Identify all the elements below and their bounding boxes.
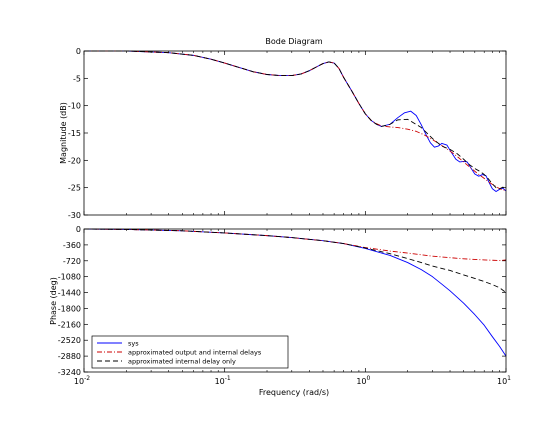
plot-layer: 0 -5 -10 -15 -20 -25 -30 10-2 10-1 100 101 0 -360 -72… xyxy=(58,47,511,386)
magnitude-y-tick-label: 0 xyxy=(76,47,81,56)
phase-y-tick-label: -1080 xyxy=(58,273,81,282)
magnitude-y-tick-label: -15 xyxy=(68,129,81,138)
x-tick-label: 10-1 xyxy=(215,375,231,386)
magnitude-y-tick-label: -30 xyxy=(68,211,81,220)
phase-y-tick-label: -720 xyxy=(63,257,81,266)
legend-entry: approximated internal delay only xyxy=(128,358,236,366)
phase-y-tick-label: -1800 xyxy=(58,304,81,313)
phase-y-tick-label: -2520 xyxy=(58,336,81,345)
phase-series-line-3 xyxy=(83,228,507,293)
x-tick-label: 10-2 xyxy=(74,375,90,386)
magnitude-series-line-2 xyxy=(84,50,507,191)
magnitude-y-tick-label: -25 xyxy=(68,184,81,193)
phase-y-tick-label: -1440 xyxy=(58,289,81,298)
magnitude-y-tick-label: -5 xyxy=(73,74,81,83)
x-tick-label: 101 xyxy=(497,375,511,386)
magnitude-y-tick-label: -20 xyxy=(68,156,81,165)
magnitude-plot-area xyxy=(84,51,506,215)
phase-y-tick-label: -2880 xyxy=(58,352,81,361)
magnitude-y-tick-label: -10 xyxy=(68,102,81,111)
phase-axis-label: Phase (deg) xyxy=(49,277,58,325)
magnitude-series-line-3 xyxy=(84,50,507,190)
legend-entry: sys xyxy=(128,340,139,348)
magnitude-axis-label: Magnitude (dB) xyxy=(59,102,68,164)
phase-y-tick-label: 0 xyxy=(76,225,81,234)
phase-y-tick-label: -2160 xyxy=(58,320,81,329)
phase-axes-frame xyxy=(83,228,507,373)
x-axis-label: Frequency (rad/s) xyxy=(259,388,329,397)
magnitude-axes-frame xyxy=(83,50,507,216)
phase-y-tick-label: -3240 xyxy=(58,368,81,377)
x-tick-label: 100 xyxy=(356,375,370,386)
phase-y-tick-label: -360 xyxy=(63,241,81,250)
legend-entry: approximated output and internal delays xyxy=(128,349,262,357)
legend-box xyxy=(91,335,289,369)
chart-title: Bode Diagram xyxy=(265,37,322,46)
